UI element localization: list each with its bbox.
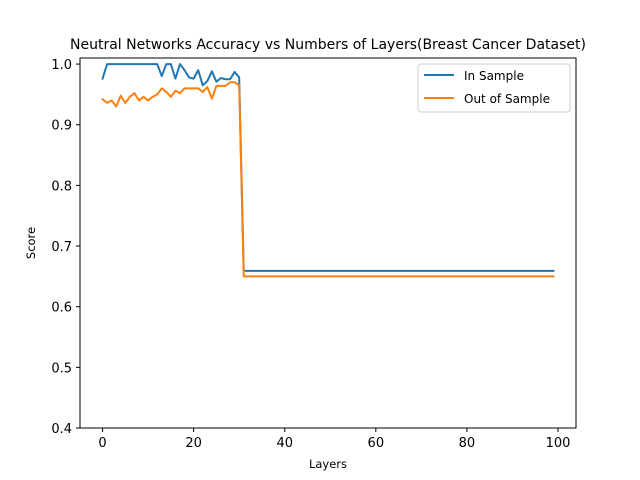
x-tick-label: 20 xyxy=(185,436,202,451)
x-tick-label: 40 xyxy=(276,436,293,451)
x-tick-label: 0 xyxy=(98,436,106,451)
legend-label-out-of-sample: Out of Sample xyxy=(464,92,550,106)
plot-frame xyxy=(79,57,577,429)
y-tick-label: 0.8 xyxy=(51,179,72,194)
chart-title: Neutral Networks Accuracy vs Numbers of … xyxy=(70,37,586,53)
y-tick-label: 0.4 xyxy=(51,422,72,437)
y-tick-label: 0.5 xyxy=(51,361,72,376)
legend-label-in-sample: In Sample xyxy=(464,69,524,83)
legend-box xyxy=(417,63,571,113)
y-tick-label: 0.7 xyxy=(51,240,72,255)
x-tick-label: 80 xyxy=(459,436,476,451)
x-axis-ticks: 0 20 40 60 80 100 xyxy=(98,428,570,451)
y-axis-label: Score xyxy=(24,227,38,259)
y-axis-ticks: 0.4 0.5 0.6 0.7 0.8 0.9 1.0 xyxy=(51,58,80,437)
y-tick-label: 0.6 xyxy=(51,301,72,316)
series-line-out-of-sample xyxy=(101,81,555,278)
y-tick-label: 1.0 xyxy=(51,58,72,73)
x-tick-label: 100 xyxy=(546,436,571,451)
x-axis-label: Layers xyxy=(309,457,347,471)
series-line-in-sample xyxy=(101,63,555,272)
y-tick-label: 0.9 xyxy=(51,119,72,134)
x-tick-label: 60 xyxy=(368,436,385,451)
plot-lines xyxy=(101,63,555,278)
legend: In Sample Out of Sample xyxy=(417,63,571,113)
